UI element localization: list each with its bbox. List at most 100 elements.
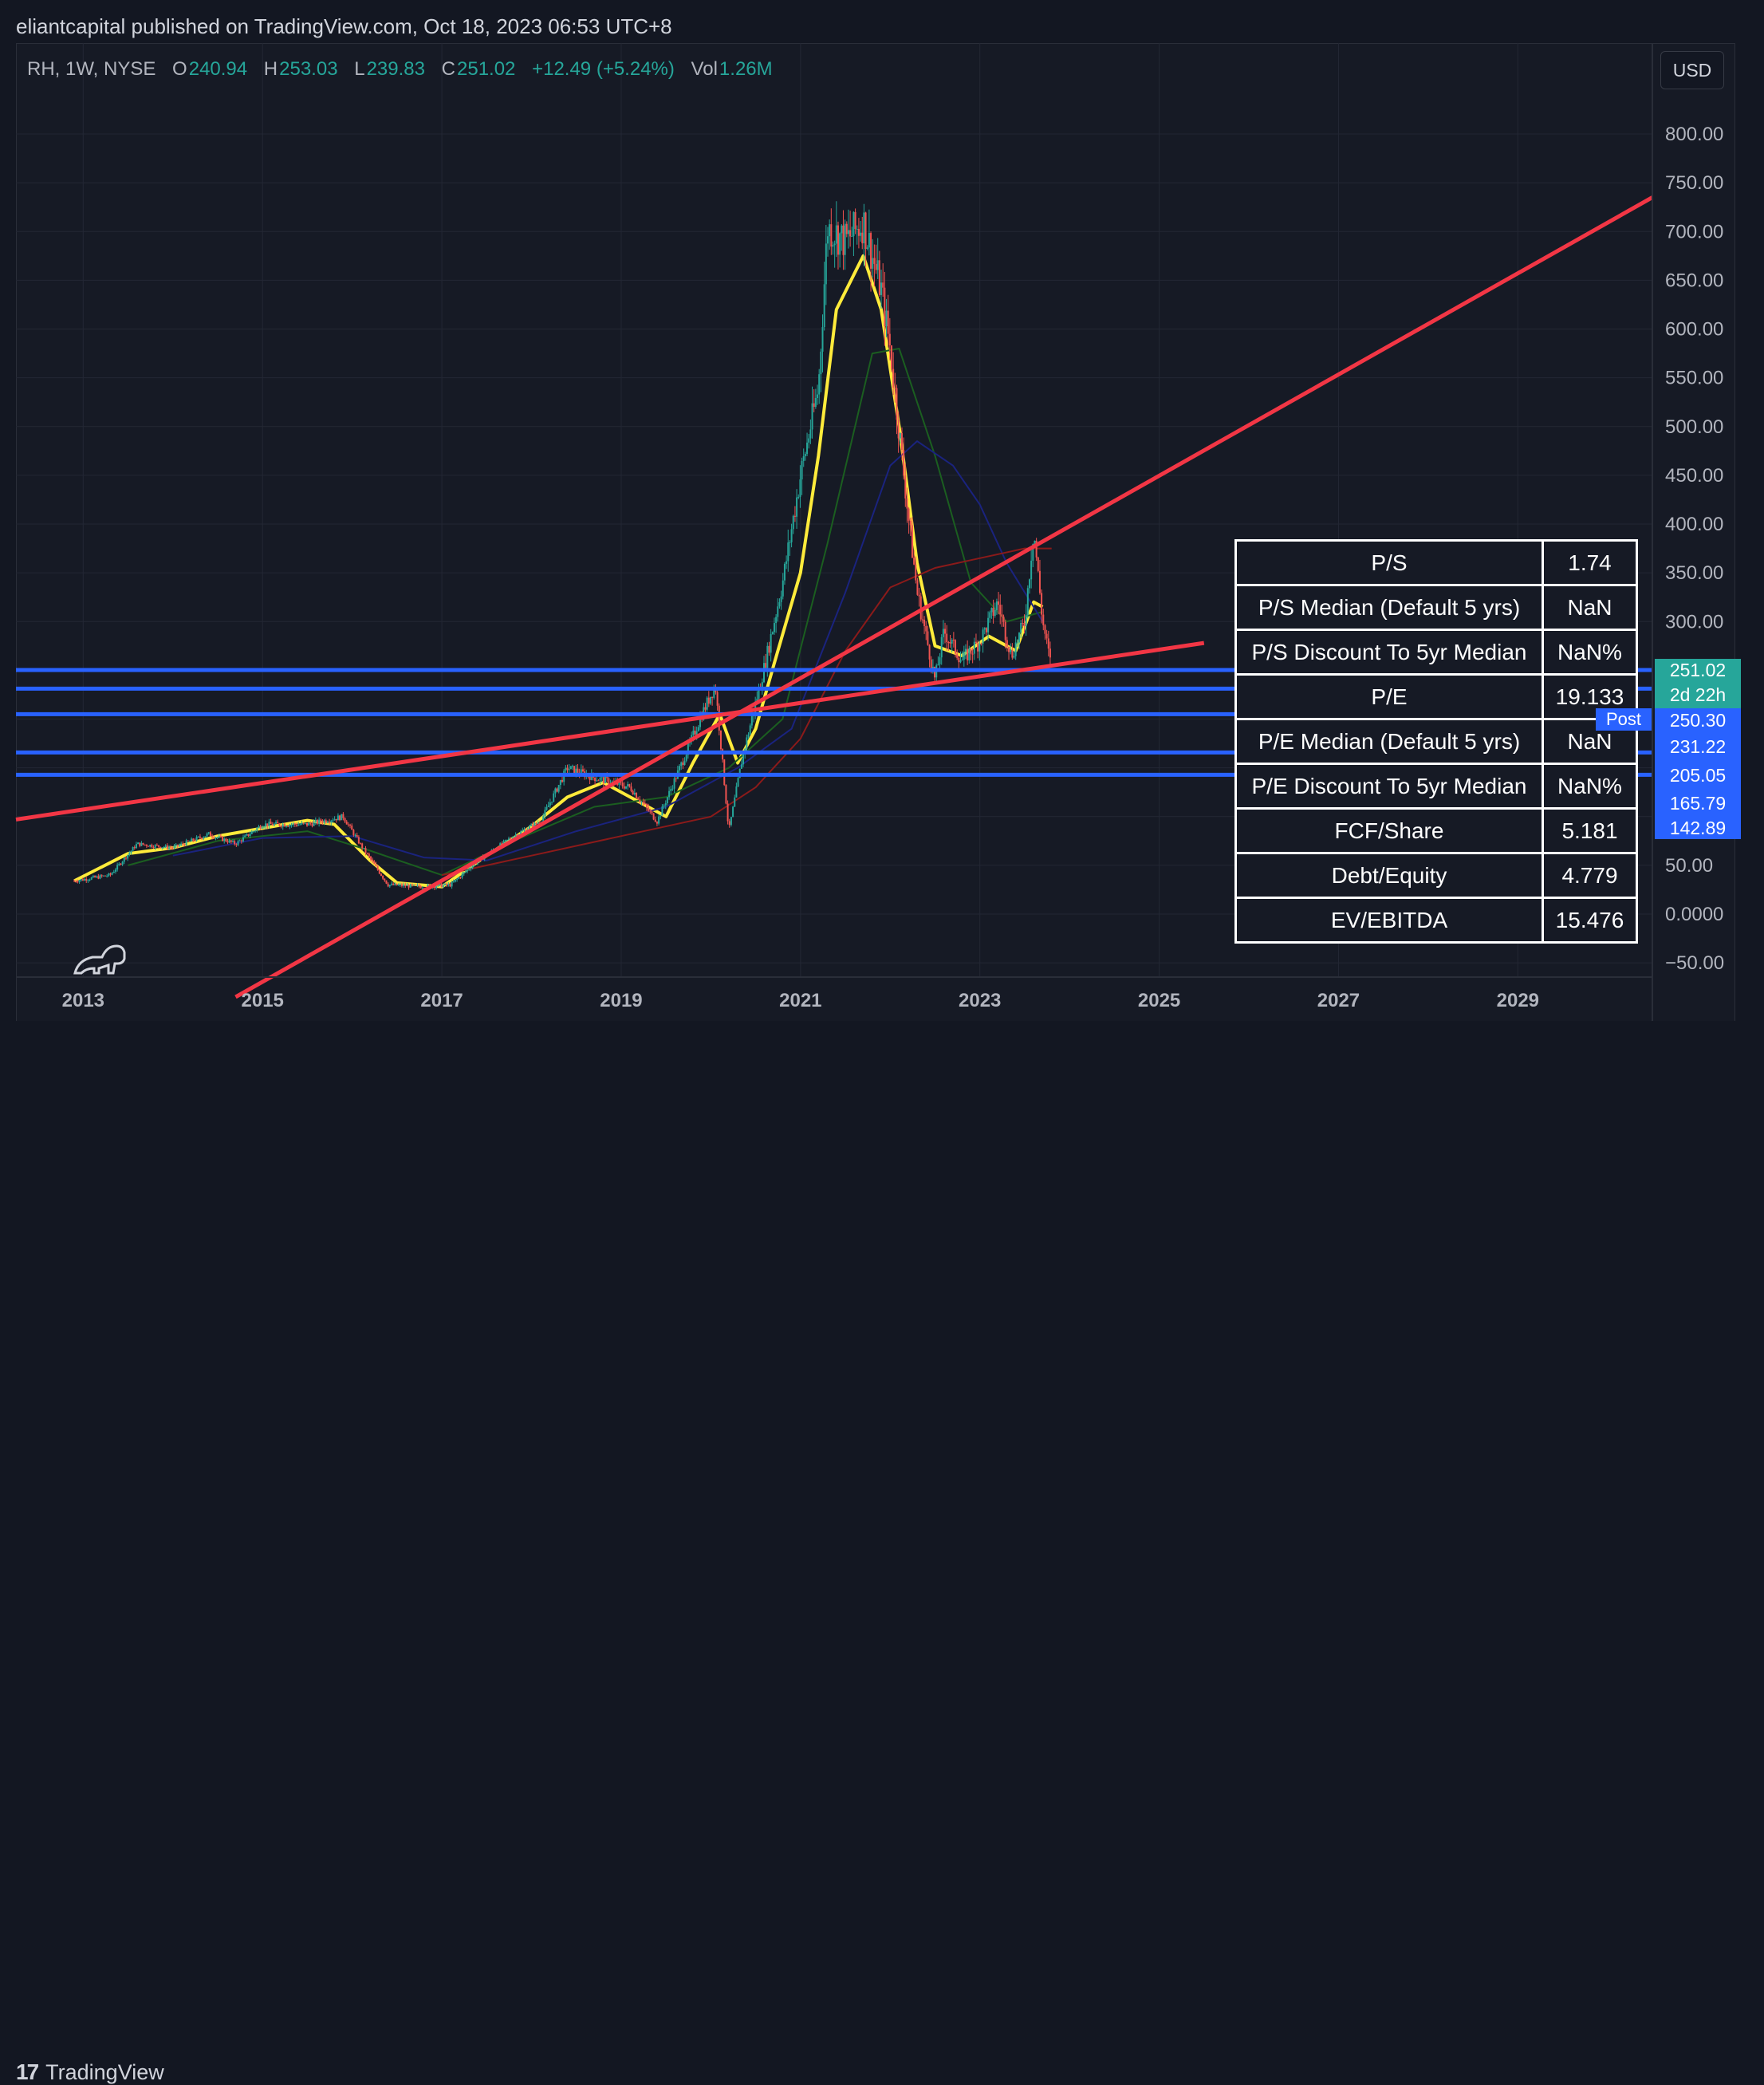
candle-body — [349, 824, 352, 826]
candle-body — [728, 821, 730, 826]
candle-body — [608, 778, 610, 785]
candle-body — [118, 863, 120, 865]
candle-body — [658, 816, 660, 824]
x-tick-label: 2021 — [779, 990, 821, 1011]
stats-row: EV/EBITDA 15.476 — [1234, 897, 1638, 944]
candle-body — [569, 766, 572, 770]
stats-label: P/S Median (Default 5 yrs) — [1234, 584, 1544, 631]
volume-value: 1.26M — [719, 58, 773, 80]
candle-body — [127, 854, 129, 859]
x-tick-label: 2015 — [242, 990, 284, 1011]
candle-body — [437, 884, 439, 887]
candle-body — [868, 233, 870, 248]
candle-body — [782, 580, 784, 597]
candle-body — [1026, 588, 1029, 615]
candle-body — [535, 822, 537, 824]
candle-body — [467, 869, 469, 872]
candle-body — [94, 876, 96, 877]
candle-body — [664, 803, 667, 806]
x-tick-label: 2027 — [1317, 990, 1360, 1011]
candle-body — [326, 822, 329, 823]
candle-body — [577, 768, 579, 773]
candle-body — [510, 838, 512, 840]
candle-body — [530, 824, 533, 826]
candle-body — [597, 780, 600, 782]
candle-body — [927, 631, 929, 645]
stats-label: P/S Discount To 5yr Median — [1234, 629, 1544, 676]
candle-body — [1002, 617, 1005, 622]
candle-body — [242, 837, 244, 841]
candle-body — [137, 842, 140, 845]
stats-label: P/E — [1234, 673, 1544, 720]
candle-body — [275, 822, 278, 824]
candle-body — [699, 717, 701, 727]
candle-body — [809, 429, 812, 439]
candle-body — [149, 845, 152, 847]
candle-body — [766, 645, 769, 668]
candle-body — [1045, 633, 1048, 639]
currency-button[interactable]: USD — [1660, 51, 1724, 89]
candle-body — [84, 879, 86, 881]
candle-body — [549, 802, 551, 806]
candle-body — [804, 454, 806, 456]
candle-body — [283, 824, 285, 827]
candle-body — [620, 781, 622, 783]
candle-body — [814, 397, 817, 408]
candle-body — [128, 853, 131, 855]
candle-body — [547, 805, 549, 807]
candle-body — [931, 666, 934, 669]
candle-body — [254, 830, 257, 832]
candle-body — [225, 838, 227, 841]
candle-body — [372, 859, 374, 861]
candle-body — [747, 734, 750, 738]
stats-value: 1.74 — [1542, 539, 1638, 586]
candle-body — [573, 766, 576, 774]
candle-body — [821, 327, 824, 352]
candle-body — [534, 822, 536, 828]
price-tag: 231.22 — [1655, 732, 1741, 761]
stats-value: 4.779 — [1542, 852, 1638, 899]
candle-body — [771, 632, 774, 635]
candle-body — [528, 826, 530, 830]
candle-body — [442, 885, 444, 888]
candle-body — [226, 841, 229, 843]
symbol-label[interactable]: RH, 1W, NYSE — [27, 58, 156, 80]
candle-body — [97, 876, 100, 879]
candle-body — [589, 776, 591, 780]
candle-body — [998, 601, 1000, 605]
candle-body — [839, 233, 841, 255]
candle-body — [904, 475, 907, 499]
candle-body — [934, 666, 936, 678]
candle-body — [852, 211, 855, 237]
candle-body — [123, 857, 125, 862]
candle-body — [320, 819, 322, 822]
candle-body — [132, 847, 134, 851]
candle-body — [81, 879, 84, 881]
candle-body — [456, 878, 459, 880]
candle-body — [314, 820, 317, 822]
candle-body — [382, 876, 384, 879]
candle-body — [468, 869, 471, 870]
candle-body — [516, 834, 518, 837]
candle-body — [434, 886, 436, 889]
price-tag: 165.79 — [1655, 790, 1741, 817]
candle-body — [1032, 543, 1034, 561]
candle-body — [863, 212, 865, 244]
candle-body — [949, 642, 951, 644]
candle-body — [297, 824, 300, 826]
candle-body — [1014, 642, 1017, 656]
candle-body — [963, 652, 965, 660]
candle-body — [964, 648, 967, 652]
ohlc-legend: RH, 1W, NYSE O240.94 H253.03 L239.83 C25… — [27, 58, 784, 81]
candle-body — [1030, 560, 1033, 580]
candle-body — [148, 845, 150, 847]
candle-body — [140, 842, 143, 846]
candle-body — [652, 813, 655, 820]
candle-body — [309, 822, 312, 824]
candle-body — [471, 865, 474, 869]
candle-body — [464, 871, 467, 873]
candle-body — [87, 880, 89, 881]
tradingview-logo[interactable]: 17 TradingView — [16, 2059, 164, 2085]
candle-body — [906, 498, 908, 509]
candle-body — [116, 865, 119, 870]
